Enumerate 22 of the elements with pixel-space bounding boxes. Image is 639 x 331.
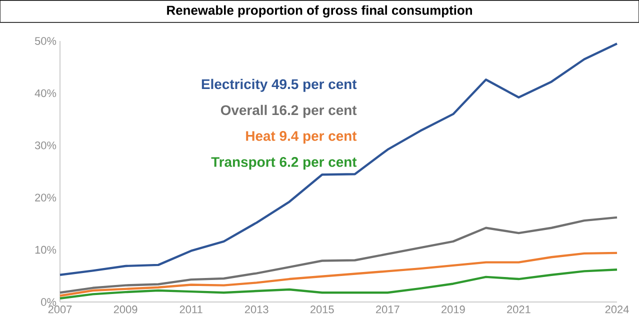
x-tick-label: 2013 (244, 306, 268, 314)
x-tick-label: 2019 (442, 306, 465, 314)
x-tick-label: 2007 (48, 306, 72, 314)
y-tick-label: 20% (35, 194, 56, 202)
y-tick-label: 30% (34, 142, 56, 150)
text: Heat 9.4 per cent (246, 131, 357, 144)
y-tick-label: 0% (41, 298, 56, 306)
x-tick-label: 2021 (507, 306, 530, 314)
text: Electricity 49.5 per cent (202, 78, 357, 92)
x-tick-label: 2011 (180, 306, 202, 314)
y-tick-label: 10% (35, 246, 56, 254)
y-tick-label: 40% (34, 89, 56, 98)
y-tick-label: 50% (34, 37, 56, 45)
x-tick-label: 2015 (310, 306, 334, 314)
line-series (58, 42, 618, 276)
text: Transport 6.2 per cent (211, 157, 357, 170)
x-tick-label: 2017 (376, 306, 400, 314)
x-tick-label: 2009 (114, 306, 138, 314)
chart-title: Renewable proportion of gross final consumption (167, 5, 472, 18)
x-tick-label: 2024 (605, 306, 629, 314)
line-series (58, 216, 618, 294)
text: Overall 16.2 per cent (220, 104, 357, 118)
